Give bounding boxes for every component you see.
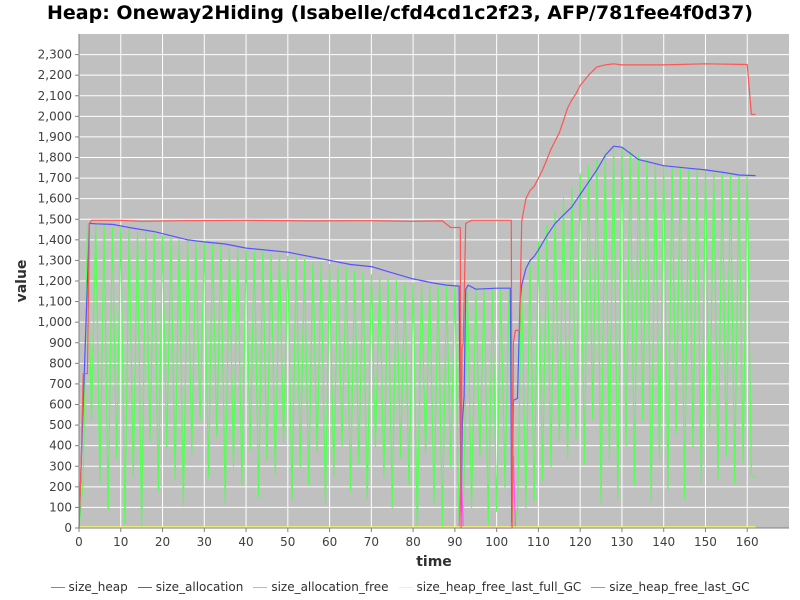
x-tick-label: 50 bbox=[280, 535, 295, 549]
legend-item: size_heap_free_last_GC bbox=[591, 580, 749, 594]
legend-label: size_heap bbox=[68, 580, 128, 594]
y-tick-label: 1,100 bbox=[38, 295, 72, 309]
legend-item: size_heap_free_last_full_GC bbox=[398, 580, 582, 594]
y-tick-label: 2,300 bbox=[38, 48, 72, 62]
y-tick-label: 100 bbox=[49, 500, 72, 514]
y-tick-label: 800 bbox=[49, 356, 72, 370]
y-tick-label: 400 bbox=[49, 439, 72, 453]
series-line-size_heap bbox=[78, 63, 756, 529]
x-tick-label: 140 bbox=[652, 535, 675, 549]
x-tick-label: 90 bbox=[447, 535, 462, 549]
y-tick-label: 1,600 bbox=[38, 192, 72, 206]
x-tick-label: 110 bbox=[527, 535, 550, 549]
y-tick-label: 300 bbox=[49, 459, 72, 473]
axes: 01002003004005006007008009001,0001,1001,… bbox=[38, 34, 789, 549]
y-tick-label: 900 bbox=[49, 336, 72, 350]
y-tick-label: 2,000 bbox=[38, 109, 72, 123]
legend-swatch bbox=[591, 587, 606, 588]
series-line-size_allocation bbox=[78, 145, 756, 529]
legend-label: size_allocation_free bbox=[271, 580, 389, 594]
x-tick-label: 80 bbox=[405, 535, 420, 549]
x-tick-label: 70 bbox=[364, 535, 379, 549]
legend-item: size_allocation bbox=[137, 580, 244, 594]
y-axis-label: value bbox=[14, 260, 30, 303]
x-tick-label: 60 bbox=[322, 535, 337, 549]
legend-swatch bbox=[253, 587, 268, 588]
legend-item: size_allocation_free bbox=[253, 580, 389, 594]
legend-swatch bbox=[137, 587, 152, 588]
x-tick-label: 20 bbox=[155, 535, 170, 549]
y-tick-label: 600 bbox=[49, 398, 72, 412]
y-tick-label: 200 bbox=[49, 480, 72, 494]
y-tick-label: 2,200 bbox=[38, 68, 72, 82]
legend-label: size_heap_free_last_full_GC bbox=[416, 580, 582, 594]
x-tick-label: 0 bbox=[75, 535, 83, 549]
legend-swatch bbox=[50, 587, 65, 588]
y-tick-label: 1,300 bbox=[38, 253, 72, 267]
y-tick-label: 0 bbox=[64, 521, 72, 535]
x-tick-label: 130 bbox=[610, 535, 633, 549]
y-tick-label: 1,200 bbox=[38, 274, 72, 288]
legend-label: size_heap_free_last_GC bbox=[609, 580, 750, 594]
legend: size_heap size_allocation size_allocation_… bbox=[0, 580, 800, 594]
y-tick-label: 1,700 bbox=[38, 171, 72, 185]
legend-item: size_heap bbox=[50, 580, 128, 594]
y-tick-label: 1,800 bbox=[38, 151, 72, 165]
y-tick-label: 700 bbox=[49, 377, 72, 391]
x-tick-label: 40 bbox=[238, 535, 253, 549]
legend-swatch bbox=[398, 587, 413, 588]
x-tick-label: 120 bbox=[569, 535, 592, 549]
x-axis-label: time bbox=[416, 554, 452, 570]
y-tick-label: 2,100 bbox=[38, 89, 72, 103]
x-tick-label: 160 bbox=[736, 535, 759, 549]
x-tick-label: 10 bbox=[113, 535, 128, 549]
y-tick-label: 1,900 bbox=[38, 130, 72, 144]
x-tick-label: 30 bbox=[197, 535, 212, 549]
y-tick-label: 1,000 bbox=[38, 315, 72, 329]
y-tick-label: 500 bbox=[49, 418, 72, 432]
x-tick-label: 150 bbox=[694, 535, 717, 549]
legend-label: size_allocation bbox=[155, 580, 244, 594]
chart-title: Heap: Oneway2Hiding (Isabelle/cfd4cd1c2f… bbox=[46, 2, 753, 24]
x-tick-label: 100 bbox=[485, 535, 508, 549]
y-tick-label: 1,500 bbox=[38, 212, 72, 226]
y-tick-label: 1,400 bbox=[38, 233, 72, 247]
